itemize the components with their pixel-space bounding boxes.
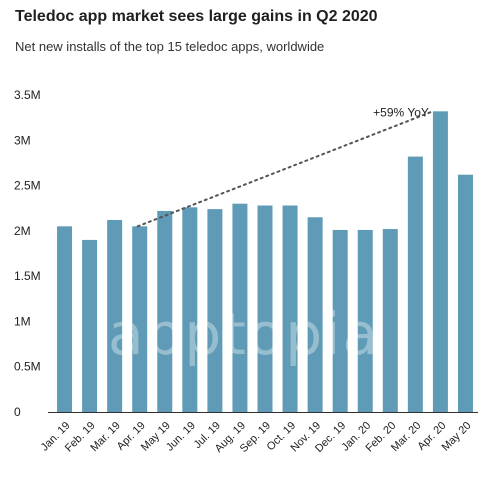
bar (207, 209, 223, 412)
bar (57, 226, 73, 412)
bar (332, 229, 348, 412)
bar (382, 229, 398, 412)
bar (182, 207, 198, 412)
bar (307, 217, 323, 412)
y-tick-label: 0 (14, 405, 21, 419)
y-tick-label: 1.5M (14, 269, 41, 283)
bar (432, 111, 448, 412)
bar (157, 210, 173, 412)
y-axis: 0 0.5M 1M 1.5M 2M 2.5M 3M 3.5M (14, 88, 41, 419)
chart-title: Teledoc app market sees large gains in Q… (15, 8, 378, 25)
bar (232, 203, 248, 412)
bar (132, 226, 148, 412)
bar (282, 205, 298, 412)
bar (457, 174, 473, 412)
bar (407, 156, 423, 412)
y-tick-label: 0.5M (14, 360, 41, 374)
y-tick-label: 2M (14, 224, 31, 238)
y-tick-label: 3.5M (14, 88, 41, 102)
trend-annotation: +59% YoY (136, 105, 434, 228)
y-tick-label: 3M (14, 133, 31, 147)
bar (107, 219, 123, 412)
bar (257, 205, 273, 412)
y-tick-label: 2.5M (14, 179, 41, 193)
trend-line (136, 110, 434, 228)
y-tick-label: 1M (14, 314, 31, 328)
bar (357, 229, 373, 412)
trend-label: +59% YoY (373, 105, 429, 119)
bar (82, 239, 98, 412)
chart-subtitle: Net new installs of the top 15 teledoc a… (15, 39, 325, 54)
bars (57, 111, 473, 412)
